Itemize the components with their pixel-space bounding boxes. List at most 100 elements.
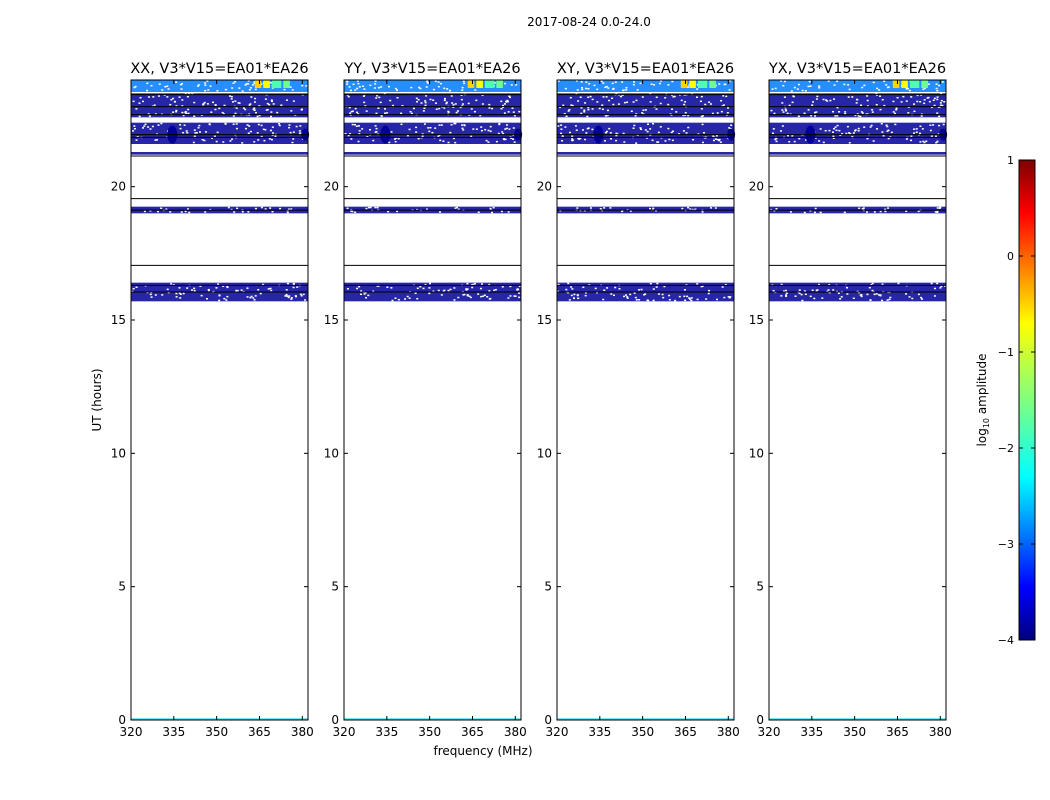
data-gap [791,135,794,137]
data-gap [680,99,683,102]
data-gap [440,294,443,296]
data-gap [803,211,806,214]
data-gap [216,90,219,92]
data-gap [369,84,372,87]
x-tick-label: 320 [758,725,781,739]
high-amplitude-channel [484,80,495,88]
data-gap [625,294,628,296]
data-gap [260,83,263,86]
data-gap [786,134,789,137]
data-gap [429,126,432,129]
data-gap [298,132,301,135]
data-gap [601,108,604,111]
data-gap [938,124,941,127]
data-gap [225,299,228,301]
data-gap [905,100,908,102]
data-gap [512,111,515,113]
data-gap [504,138,507,141]
data-gap [938,84,941,87]
data-gap [852,297,855,300]
data-gap [565,288,568,291]
data-gap [614,286,617,289]
data-gap [396,210,399,213]
data-gap [149,128,152,130]
x-tick-label: 350 [205,725,228,739]
data-gap [400,112,403,115]
y-tick-label: 20 [111,180,126,194]
data-gap [289,86,292,88]
data-gap [650,83,653,85]
data-gap [155,139,158,141]
data-gap [859,115,862,118]
data-gap [443,87,446,90]
data-gap [428,130,431,133]
data-gap [854,114,857,117]
data-gap [561,136,564,138]
data-gap [930,282,933,285]
data-gap [788,104,791,107]
data-gap [887,129,890,132]
x-tick-label: 320 [546,725,569,739]
data-gap [396,97,399,99]
data-gap [594,287,597,290]
data-gap [832,289,835,291]
data-gap [841,133,844,135]
data-gap [636,89,639,91]
data-gap [230,98,233,100]
data-gap [180,88,183,90]
data-gap [651,139,654,142]
data-gap [691,208,694,211]
data-gap [279,207,282,210]
data-gap [849,132,852,135]
data-gap [231,87,234,89]
data-gap [811,289,814,292]
data-gap [249,130,252,133]
y-tick-label: 10 [537,446,552,460]
data-gap [500,107,503,110]
data-gap [779,130,782,132]
data-gap [469,296,472,299]
data-gap [510,137,513,139]
data-gap [186,95,189,98]
data-gap [254,111,257,114]
data-gap [241,142,244,144]
data-gap [936,90,939,92]
data-gap [157,124,160,126]
data-gap [135,108,138,110]
data-gap [217,283,220,285]
data-gap [608,127,611,130]
data-gap [511,138,514,140]
data-gap [437,289,440,292]
data-gap [346,83,349,85]
data-gap [352,83,355,86]
data-gap [167,291,170,294]
data-gap [488,107,491,109]
data-gap [715,135,718,137]
data-gap [179,124,182,126]
data-gap [508,95,511,98]
data-gap [157,95,160,97]
data-gap [828,291,831,294]
data-gap [836,80,839,82]
data-gap [840,296,843,298]
data-gap [175,296,178,298]
data-gap [372,290,375,293]
data-gap [179,127,182,130]
data-gap [367,294,370,297]
data-gap [388,85,391,88]
data-gap [360,293,363,296]
data-gap [920,115,923,117]
data-gap [349,89,352,92]
data-gap [471,286,474,289]
data-gap [905,210,908,213]
data-gap [358,125,361,127]
data-gap [586,115,589,118]
data-gap [417,137,420,140]
data-gap [586,127,589,130]
colorbar-tick-label: −4 [998,634,1014,647]
data-gap [286,211,289,214]
data-band [769,718,946,720]
data-gap [598,107,601,110]
data-gap [451,102,454,104]
data-gap [513,114,516,117]
